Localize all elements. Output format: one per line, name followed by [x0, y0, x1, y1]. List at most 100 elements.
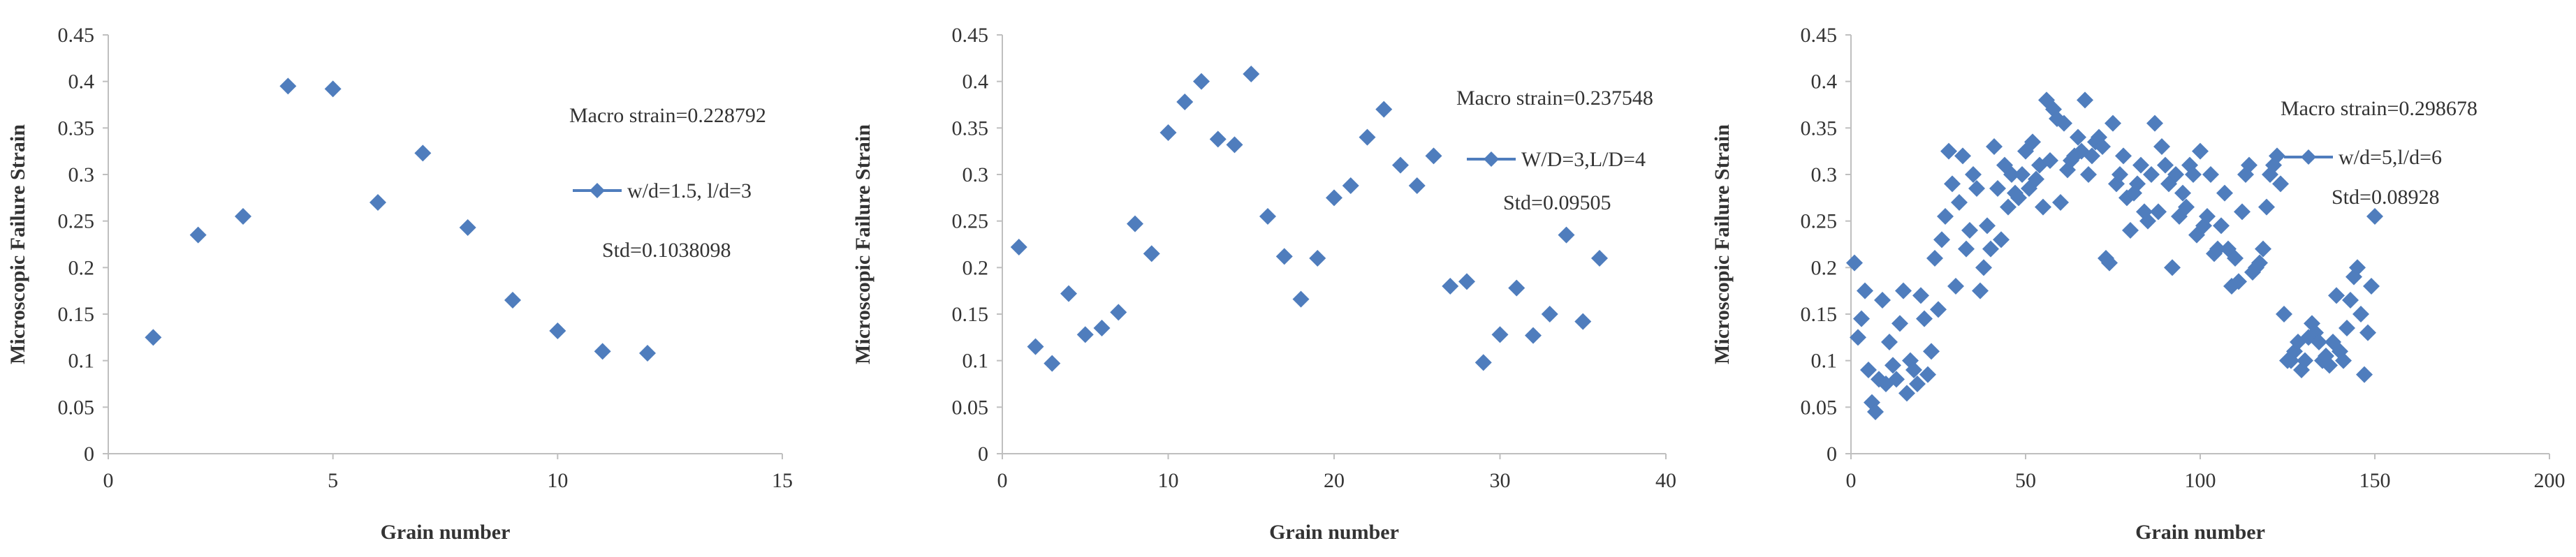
- x-tick-label: 40: [1655, 469, 1676, 492]
- y-tick-label: 0.15: [1801, 303, 1838, 326]
- x-tick-label: 50: [2015, 469, 2036, 492]
- data-point: [1193, 73, 1210, 90]
- data-point: [2356, 366, 2373, 383]
- data-point: [1326, 189, 1342, 207]
- data-point: [1392, 156, 1409, 174]
- data-point: [1940, 142, 1957, 160]
- data-point: [279, 77, 297, 95]
- data-point: [2105, 114, 2121, 132]
- data-point: [459, 219, 476, 236]
- data-point: [189, 226, 207, 244]
- data-point: [2339, 320, 2355, 336]
- data-point: [2077, 91, 2093, 109]
- data-point: [1926, 250, 1943, 267]
- data-point: [1930, 301, 1947, 318]
- data-point: [1891, 315, 1908, 332]
- data-point: [2132, 156, 2149, 174]
- data-point: [1944, 175, 1961, 193]
- x-tick-label: 20: [1324, 469, 1345, 492]
- data-point: [145, 329, 162, 346]
- legend-label: w/d=5,l/d=6: [2339, 146, 2442, 169]
- data-point: [2209, 240, 2226, 258]
- data-point: [1857, 282, 1873, 299]
- data-point: [1885, 357, 1901, 374]
- data-point: [2000, 198, 2017, 216]
- x-tick-label: 100: [2185, 469, 2216, 492]
- data-point: [2363, 278, 2380, 295]
- data-point: [1909, 376, 1926, 392]
- data-point: [1853, 310, 1870, 327]
- data-point: [2052, 194, 2069, 211]
- data-point: [1933, 231, 1950, 248]
- data-point: [1947, 278, 1964, 295]
- y-axis-title: Microscopic Failure Strain: [6, 124, 29, 364]
- data-point: [2359, 324, 2376, 341]
- data-point: [2272, 175, 2289, 193]
- y-tick-label: 0.2: [68, 256, 95, 279]
- data-point: [1972, 282, 1989, 299]
- data-point: [1923, 343, 1940, 360]
- std-label: Std=0.08928: [2332, 186, 2439, 209]
- data-point: [2255, 240, 2271, 258]
- data-point: [2251, 254, 2268, 272]
- data-point: [1044, 355, 1061, 372]
- data-point: [1093, 320, 1111, 336]
- data-point: [1558, 226, 1575, 244]
- y-tick-label: 0.25: [58, 210, 95, 233]
- x-tick-label: 200: [2534, 469, 2566, 492]
- data-point: [1982, 240, 1999, 258]
- y-tick-label: 0.05: [1801, 396, 1838, 419]
- data-point: [2167, 166, 2184, 183]
- data-point: [1309, 250, 1326, 267]
- legend-label: W/D=3,L/D=4: [1521, 148, 1646, 171]
- data-point: [2143, 166, 2160, 183]
- data-point: [594, 343, 611, 360]
- data-point: [504, 292, 521, 309]
- y-axis-title: Microscopic Failure Strain: [851, 124, 874, 364]
- data-point: [2070, 128, 2086, 146]
- data-point: [1965, 166, 1982, 183]
- y-tick-label: 0.35: [58, 117, 95, 140]
- data-point: [2328, 287, 2345, 304]
- y-tick-label: 0.35: [1801, 117, 1838, 140]
- y-tick-label: 0.3: [1811, 163, 1838, 186]
- data-point: [1508, 279, 1525, 297]
- data-point: [1975, 259, 1992, 276]
- data-point: [1110, 304, 1127, 321]
- data-point: [1226, 136, 1243, 154]
- data-point: [1993, 231, 2010, 248]
- data-point: [2080, 166, 2097, 183]
- data-point: [1860, 362, 1877, 378]
- data-point: [324, 80, 342, 98]
- data-point: [1425, 147, 1442, 165]
- y-tick-label: 0.2: [1811, 256, 1838, 279]
- data-point: [2321, 357, 2338, 374]
- y-tick-label: 0: [1827, 443, 1837, 466]
- x-tick-label: 5: [328, 469, 338, 492]
- data-point: [1060, 285, 1077, 302]
- data-point: [1919, 366, 1936, 383]
- y-tick-label: 0.05: [952, 396, 989, 419]
- chart-panel-2: 0 0.05 0.1 0.15 0.2 0.25 0.3 0.35 0.4 0.45 0 10 20 30…: [851, 24, 1676, 544]
- data-point: [2112, 166, 2128, 183]
- y-tick-label: 0.25: [1801, 210, 1838, 233]
- std-label: Std=0.1038098: [602, 239, 731, 262]
- data-point: [1209, 131, 1227, 148]
- data-point: [1458, 273, 1475, 290]
- data-point: [1954, 147, 1971, 165]
- x-tick-label: 30: [1490, 469, 1511, 492]
- data-point: [1895, 282, 1912, 299]
- data-point: [1076, 326, 1094, 343]
- data-point: [2157, 156, 2174, 174]
- y-tick-label: 0.45: [58, 24, 95, 47]
- y-tick-label: 0.45: [1801, 24, 1838, 47]
- y-tick-label: 0.25: [952, 210, 989, 233]
- x-tick-label: 15: [772, 469, 793, 492]
- data-point: [1474, 354, 1492, 371]
- x-tick-label: 10: [1158, 469, 1179, 492]
- data-point: [2227, 250, 2244, 267]
- data-point: [2028, 170, 2044, 188]
- data-point: [639, 345, 656, 362]
- data-point: [1027, 338, 1044, 355]
